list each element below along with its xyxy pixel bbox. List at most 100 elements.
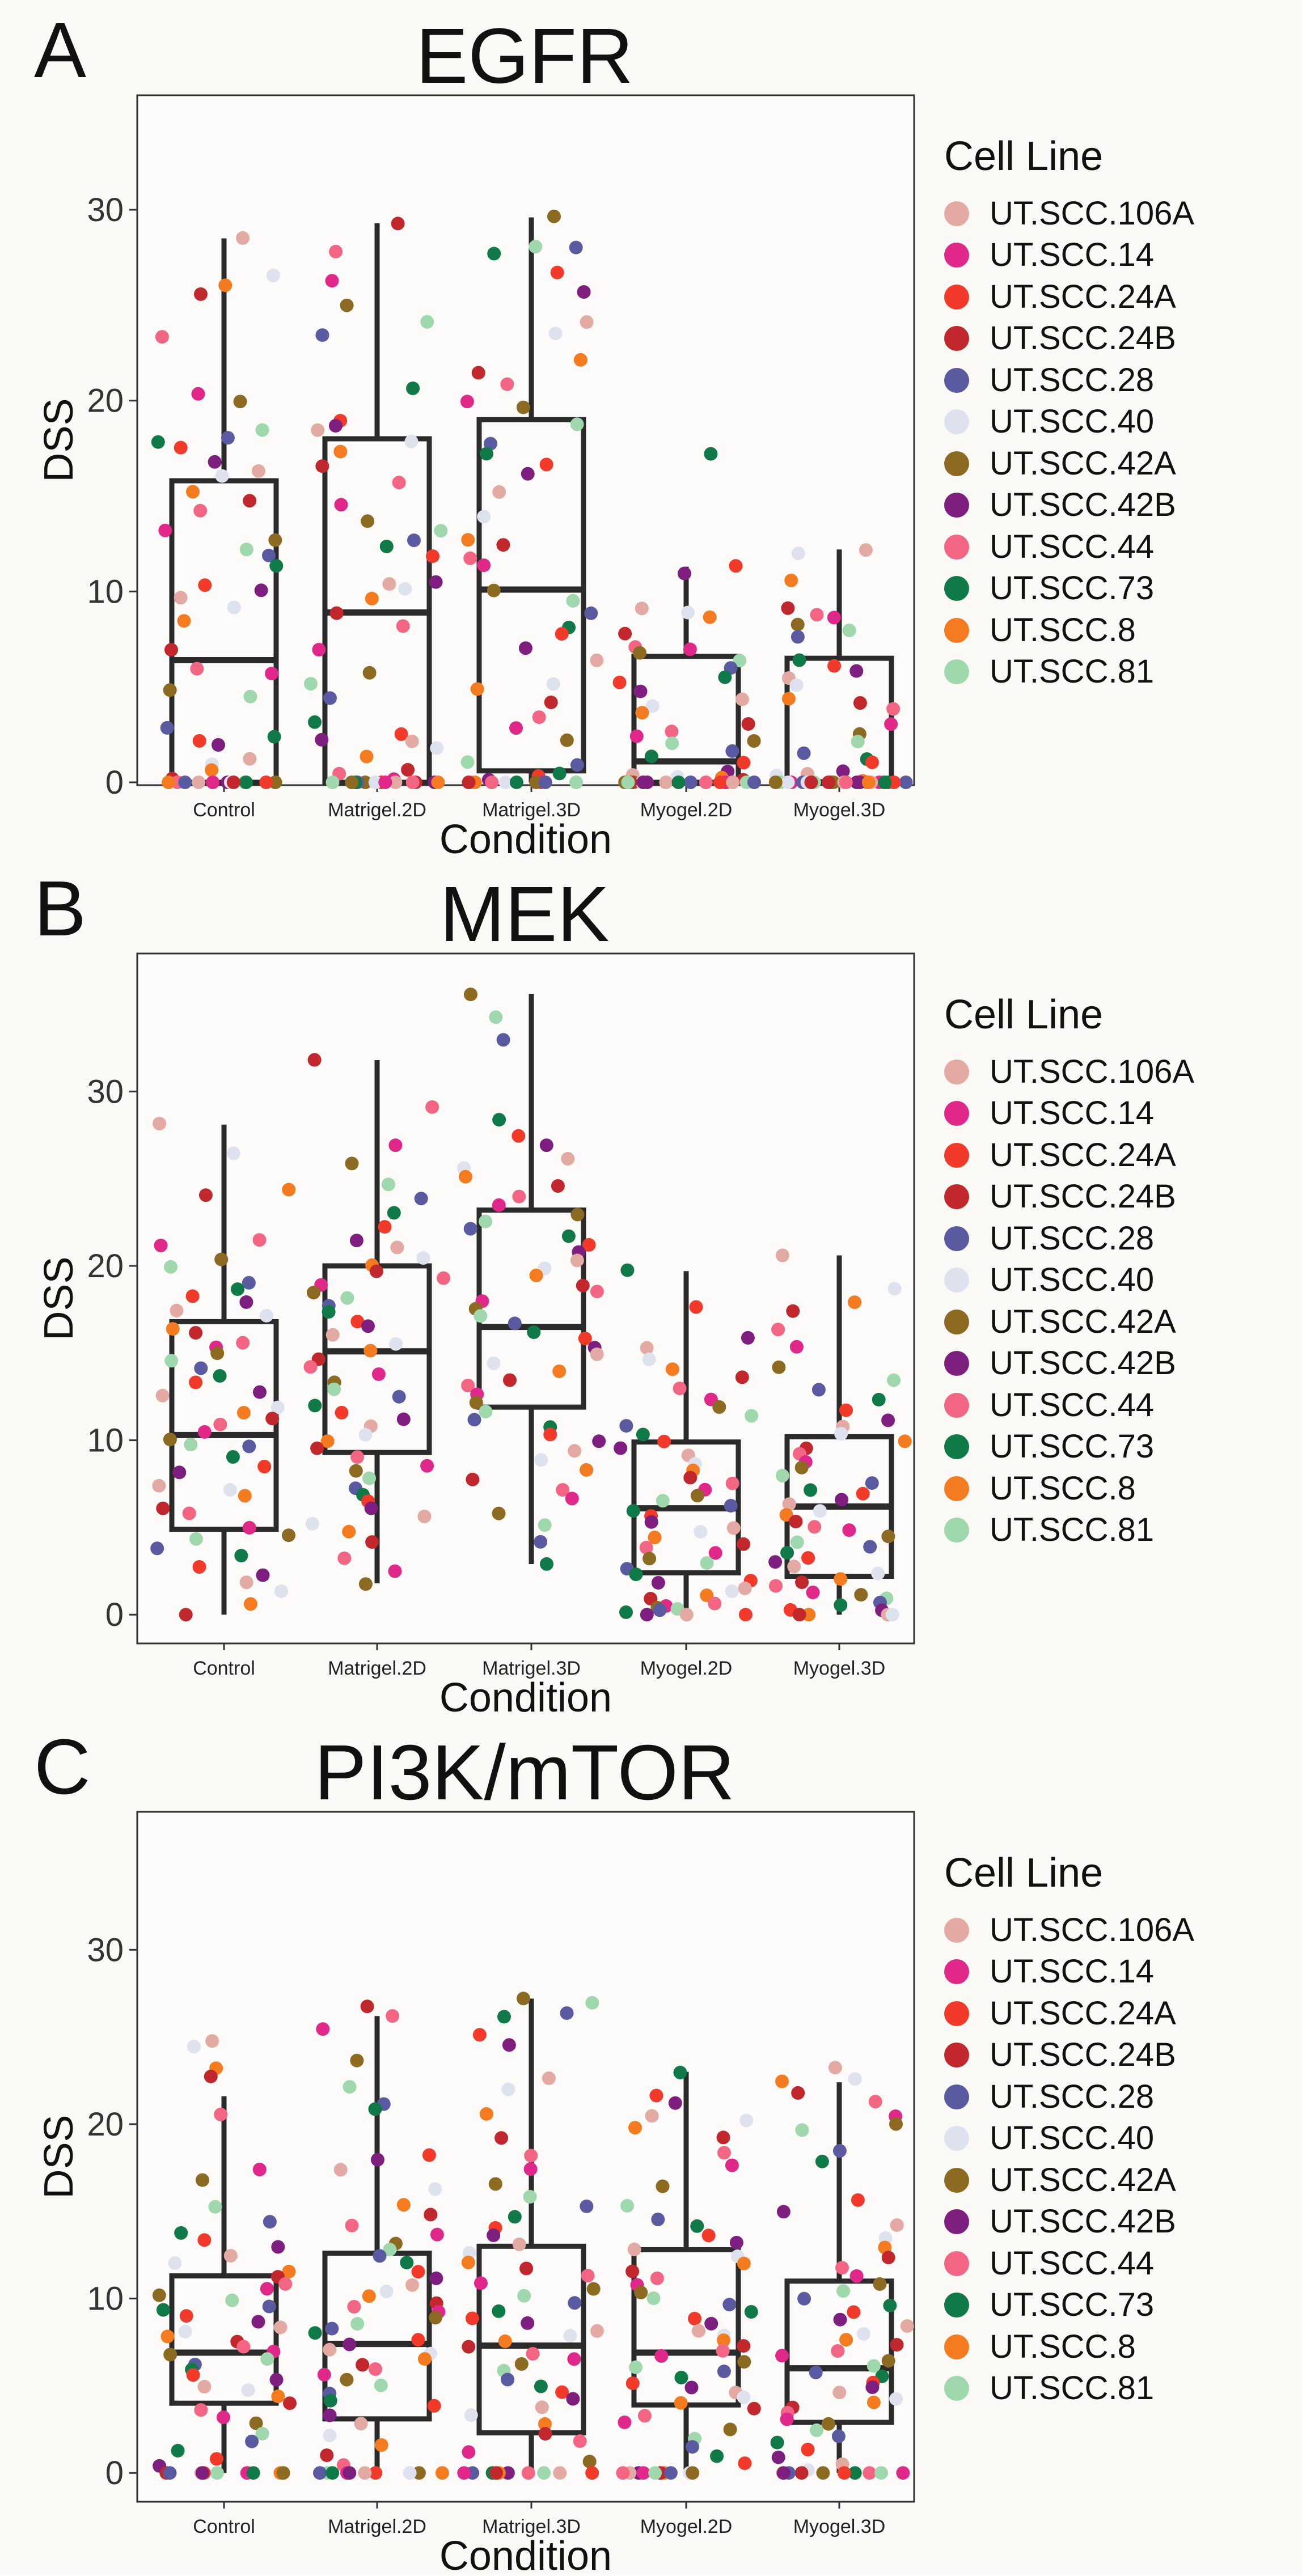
data-point — [674, 2396, 688, 2410]
box-matrigel-3d — [476, 1998, 586, 2473]
legend-swatch — [944, 659, 969, 685]
data-point — [333, 444, 348, 459]
data-point — [789, 1515, 803, 1528]
data-point — [561, 1152, 575, 1166]
legend-label: UT.SCC.73 — [990, 570, 1155, 607]
data-point — [816, 2466, 830, 2480]
legend-label: UT.SCC.42A — [990, 1303, 1176, 1340]
data-point — [886, 702, 901, 716]
data-point — [239, 1295, 253, 1309]
data-point — [529, 240, 543, 254]
data-point — [429, 575, 443, 589]
data-point — [570, 417, 584, 431]
legend-label: UT.SCC.106A — [990, 1911, 1195, 1948]
data-point — [839, 2333, 853, 2347]
data-point — [584, 606, 598, 620]
data-point — [665, 724, 679, 739]
data-point — [804, 1483, 818, 1497]
data-point — [738, 1581, 752, 1595]
data-point — [645, 699, 660, 713]
data-point — [252, 2163, 267, 2176]
data-point — [871, 1566, 885, 1581]
data-point — [683, 776, 697, 789]
data-point — [407, 533, 421, 548]
data-point — [325, 1328, 340, 1342]
data-point — [233, 395, 247, 409]
data-point — [271, 2389, 285, 2404]
legend-item: UT.SCC.14 — [944, 235, 1194, 277]
data-point — [801, 1551, 815, 1565]
data-point — [883, 2298, 897, 2312]
legend-swatch — [944, 1142, 969, 1168]
data-point — [160, 721, 174, 735]
data-point — [304, 677, 318, 691]
data-point — [585, 2466, 599, 2480]
legend-item: UT.SCC.24B — [944, 318, 1194, 360]
data-point — [471, 366, 485, 380]
data-point — [665, 1362, 679, 1376]
legend-item: UT.SCC.14 — [944, 1951, 1194, 1993]
data-point — [416, 1251, 430, 1265]
data-point — [311, 423, 325, 437]
legend-swatch — [944, 1392, 969, 1418]
data-point — [726, 1521, 741, 1535]
data-point — [851, 2193, 865, 2207]
data-point — [570, 1253, 584, 1268]
legend-label: UT.SCC.14 — [990, 236, 1155, 274]
legend-label: UT.SCC.106A — [990, 1053, 1195, 1090]
data-point — [724, 1499, 738, 1512]
legend-swatch — [944, 2043, 969, 2068]
data-point — [184, 1438, 198, 1452]
data-point — [527, 1325, 541, 1339]
data-point — [786, 1304, 800, 1318]
data-point — [488, 2177, 502, 2191]
data-point — [192, 776, 206, 789]
data-point — [465, 2311, 479, 2325]
legend-item: UT.SCC.40 — [944, 401, 1194, 443]
legend-label: UT.SCC.24A — [990, 1136, 1176, 1173]
legend-label: UT.SCC.24A — [990, 278, 1176, 315]
data-point — [361, 1319, 375, 1333]
data-point — [555, 2385, 569, 2399]
data-point — [612, 675, 627, 689]
data-point — [565, 1492, 579, 1506]
legend-label: UT.SCC.24B — [990, 2036, 1176, 2074]
data-point — [373, 2249, 387, 2263]
data-point — [560, 2006, 574, 2020]
data-point — [243, 689, 257, 704]
data-point — [521, 2466, 535, 2480]
data-point — [194, 287, 208, 301]
data-point — [878, 776, 892, 789]
data-point — [462, 776, 476, 789]
box-iqr — [476, 417, 586, 774]
data-point — [479, 1405, 493, 1418]
data-point — [266, 269, 280, 282]
x-tick-label: Myogel.2D — [640, 799, 733, 821]
data-point — [790, 1535, 804, 1549]
data-point — [737, 2339, 751, 2353]
data-point — [398, 582, 412, 596]
data-point — [469, 1396, 483, 1410]
data-point — [832, 2386, 847, 2400]
data-point — [400, 2256, 414, 2270]
data-point — [489, 1010, 503, 1024]
data-point — [374, 2378, 388, 2392]
legend-label: UT.SCC.81 — [990, 2370, 1155, 2407]
data-point — [716, 2130, 730, 2145]
legend-label: UT.SCC.106A — [990, 194, 1195, 232]
data-point — [226, 1146, 240, 1160]
data-point — [179, 2309, 193, 2323]
data-point — [887, 1282, 902, 1296]
data-point — [487, 247, 501, 261]
legend-item: UT.SCC.73 — [944, 568, 1194, 610]
x-tick-label: Matrigel.3D — [482, 2516, 581, 2537]
data-point — [269, 2372, 284, 2387]
data-point — [350, 2053, 364, 2067]
data-point — [358, 2466, 372, 2480]
legend-item: UT.SCC.24A — [944, 276, 1194, 318]
data-point — [865, 1476, 879, 1490]
data-point — [848, 1295, 862, 1310]
data-point — [333, 2163, 348, 2177]
data-point — [539, 457, 553, 472]
data-point — [405, 734, 419, 748]
